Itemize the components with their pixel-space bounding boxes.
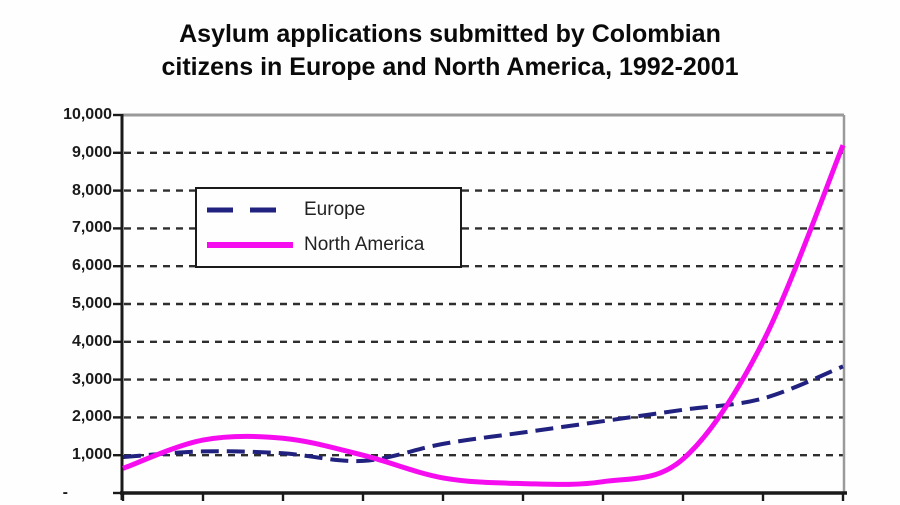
legend-item-europe: Europe	[205, 195, 460, 225]
chart-title: Asylum applications submitted by Colombi…	[0, 18, 900, 84]
y-axis-label: 9,000	[71, 143, 112, 161]
legend: Europe North America	[195, 187, 462, 268]
y-axis-label: 4,000	[71, 332, 112, 350]
chart-title-line2: citizens in Europe and North America, 19…	[161, 53, 739, 81]
chart-title-line1: Asylum applications submitted by Colombi…	[179, 20, 721, 48]
y-axis-label: -	[62, 484, 68, 501]
legend-item-north-america: North America	[205, 230, 460, 260]
y-axis-label: 10,000	[63, 106, 112, 123]
y-axis-label: 7,000	[71, 219, 112, 237]
series-line-north-america	[122, 144, 846, 487]
legend-label-north-america: North America	[304, 233, 425, 255]
legend-label-europe: Europe	[304, 199, 366, 221]
europe-dashed-line-sample	[207, 207, 293, 213]
north-america-solid-line-sample	[207, 241, 293, 248]
y-axis-label: 1,000	[71, 446, 112, 464]
y-axis-label: 2,000	[71, 408, 112, 426]
y-axis-label: 6,000	[71, 257, 112, 275]
y-axis-label: 3,000	[71, 370, 112, 388]
y-axis-label: 5,000	[71, 295, 112, 312]
y-axis-label: 8,000	[71, 181, 112, 199]
